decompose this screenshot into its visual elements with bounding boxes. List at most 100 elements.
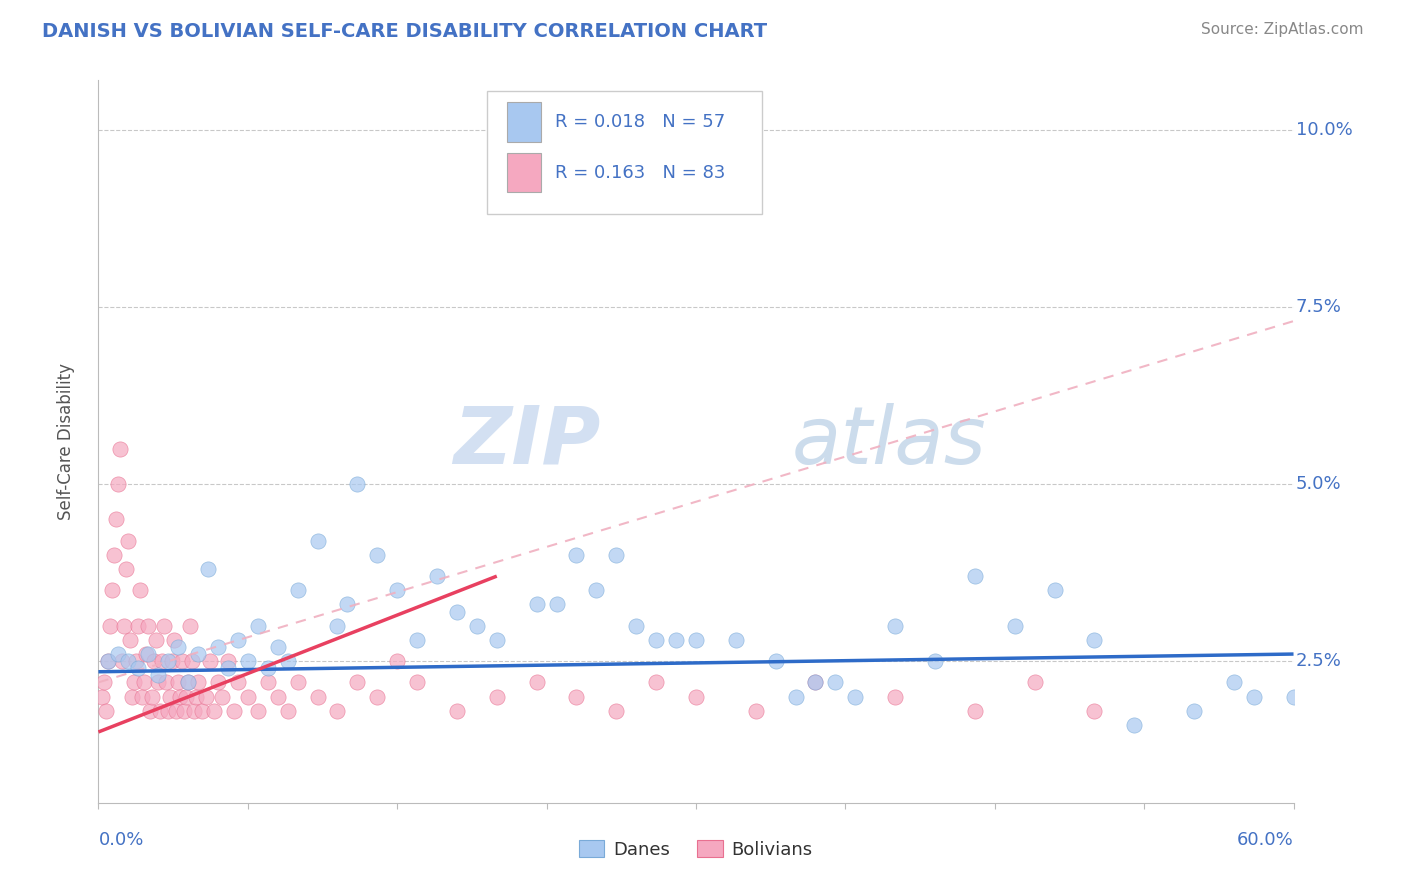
Point (406, 632, 429, 647)
Point (645, 675, 668, 690)
Point (685, 690, 707, 704)
Point (645, 632, 668, 647)
Point (107, 477, 129, 491)
Point (963, 569, 986, 583)
Text: 60.0%: 60.0% (1237, 831, 1294, 849)
Point (121, 690, 143, 704)
Point (1024, 675, 1046, 690)
Point (127, 618, 149, 632)
Point (173, 704, 195, 718)
Point (187, 675, 209, 690)
Point (884, 690, 907, 704)
Point (326, 704, 349, 718)
Text: 2.5%: 2.5% (1296, 652, 1341, 670)
Point (605, 548, 627, 562)
Point (804, 675, 827, 690)
Text: DANISH VS BOLIVIAN SELF-CARE DISABILITY CORRELATION CHART: DANISH VS BOLIVIAN SELF-CARE DISABILITY … (42, 22, 768, 41)
FancyBboxPatch shape (486, 91, 762, 214)
Point (97, 654, 120, 668)
Point (446, 605, 468, 619)
Point (526, 675, 548, 690)
Point (844, 690, 866, 704)
Y-axis label: Self-Care Disability: Self-Care Disability (56, 363, 75, 520)
Point (565, 690, 588, 704)
Point (605, 704, 627, 718)
Point (112, 618, 135, 632)
Point (167, 675, 190, 690)
Point (120, 632, 142, 647)
Point (134, 675, 156, 690)
Point (366, 548, 388, 562)
Point (785, 690, 807, 704)
Point (724, 632, 747, 647)
Point (336, 598, 359, 612)
Point (155, 675, 177, 690)
Point (1282, 690, 1305, 704)
Point (804, 675, 827, 690)
Point (446, 704, 468, 718)
Point (565, 548, 588, 562)
Point (465, 618, 488, 632)
Point (1223, 675, 1246, 690)
Point (198, 654, 221, 668)
Point (385, 583, 409, 598)
Point (546, 598, 568, 612)
Point (222, 704, 245, 718)
Point (105, 512, 128, 526)
Point (96, 704, 118, 718)
Point (191, 704, 214, 718)
Point (1243, 690, 1265, 704)
Point (745, 704, 768, 718)
Point (236, 654, 259, 668)
Point (184, 690, 207, 704)
Point (485, 632, 508, 647)
Point (256, 661, 278, 675)
Point (143, 654, 166, 668)
Point (207, 675, 229, 690)
Point (1083, 632, 1105, 647)
Point (139, 704, 162, 718)
Point (177, 675, 200, 690)
Point (169, 690, 191, 704)
Point (150, 654, 173, 668)
FancyBboxPatch shape (508, 102, 541, 142)
Point (157, 654, 180, 668)
Point (1123, 718, 1146, 732)
Point (226, 675, 249, 690)
Text: ZIP: ZIP (453, 402, 600, 481)
Text: atlas: atlas (792, 402, 987, 481)
Point (115, 562, 138, 576)
Point (131, 690, 153, 704)
Point (256, 675, 278, 690)
Point (148, 675, 170, 690)
Point (167, 640, 190, 654)
Point (107, 647, 129, 661)
Point (665, 632, 688, 647)
Point (307, 533, 329, 548)
Point (406, 675, 429, 690)
Point (385, 654, 409, 668)
Point (197, 562, 219, 576)
Text: 10.0%: 10.0% (1296, 120, 1353, 139)
Point (117, 533, 139, 548)
Point (685, 632, 707, 647)
Point (195, 690, 218, 704)
Point (103, 548, 125, 562)
Point (111, 654, 134, 668)
Point (1004, 618, 1026, 632)
Point (246, 618, 269, 632)
Point (226, 632, 249, 647)
Point (136, 647, 159, 661)
Text: R = 0.163   N = 83: R = 0.163 N = 83 (555, 164, 725, 182)
Point (963, 704, 986, 718)
Point (135, 647, 157, 661)
Point (183, 704, 205, 718)
Point (117, 654, 139, 668)
Point (924, 654, 946, 668)
Point (287, 583, 309, 598)
Point (160, 654, 183, 668)
Text: 5.0%: 5.0% (1296, 475, 1341, 493)
Point (124, 675, 146, 690)
Point (125, 654, 148, 668)
Text: 0.0%: 0.0% (98, 831, 143, 849)
